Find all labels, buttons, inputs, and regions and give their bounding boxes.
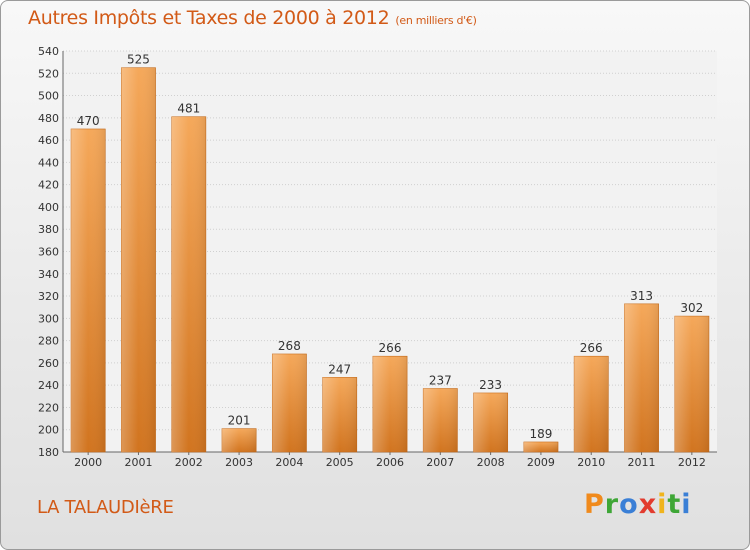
x-tick-label: 2000: [74, 456, 102, 469]
y-tick-label: 500: [38, 90, 59, 103]
data-label-2000: 470: [77, 114, 100, 128]
bar-shade-2011: [624, 303, 659, 452]
proxiti-logo: Proxiti: [584, 489, 692, 520]
location-label: LA TALAUDIèRE: [37, 497, 174, 518]
x-tick-label: 2005: [326, 456, 354, 469]
data-label-2008: 233: [479, 378, 502, 392]
logo-letter: o: [619, 489, 639, 520]
y-tick-label: 540: [38, 45, 59, 58]
y-tick-label: 460: [38, 134, 59, 147]
y-tick-label: 260: [38, 357, 59, 370]
chart-title-text: Autres Impôts et Taxes de 2000 à 2012: [28, 7, 390, 29]
x-tick-label: 2001: [124, 456, 152, 469]
chart-subtitle: (en milliers d'€): [395, 14, 477, 27]
bar-shade-2002: [171, 116, 206, 452]
x-tick-label: 2012: [678, 456, 706, 469]
y-tick-label: 400: [38, 201, 59, 214]
data-labels: 470 525 481 201 268 247 266 237 233 189 266 313 302: [77, 53, 704, 441]
bar-shade-2009: [523, 441, 559, 452]
data-label-2012: 302: [680, 301, 703, 315]
x-tick-label: 2007: [426, 456, 454, 469]
y-tick-label: 340: [38, 268, 59, 281]
axes: 180 200 220 240 260 280 300 320 340 360 380 400 420 4…: [38, 45, 717, 469]
y-tick-label: 220: [38, 401, 59, 414]
bar-shade-2001: [121, 67, 156, 452]
bar-shade-2007: [423, 388, 458, 452]
bar-shade-2010: [574, 356, 609, 452]
logo-letter: x: [638, 489, 658, 520]
logo-letter: i: [681, 489, 692, 520]
bar-shade-2004: [272, 353, 307, 452]
bar-shade-2003: [221, 428, 257, 452]
y-tick-label: 520: [38, 67, 59, 80]
data-label-2005: 247: [328, 362, 351, 376]
x-tick-label: 2006: [376, 456, 404, 469]
x-tick-label: 2002: [175, 456, 203, 469]
bar-shade-2005: [322, 377, 357, 452]
y-tick-label: 440: [38, 156, 59, 169]
bars: [70, 67, 710, 453]
y-tick-label: 200: [38, 424, 59, 437]
x-tick-label: 2009: [527, 456, 555, 469]
y-tick-label: 180: [38, 446, 59, 459]
bar-shade-2008: [473, 392, 508, 452]
x-tick-label: 2011: [628, 456, 656, 469]
data-label-2004: 268: [278, 339, 301, 353]
data-label-2001: 525: [127, 53, 150, 67]
x-tick-label: 2004: [275, 456, 303, 469]
data-label-2007: 237: [429, 374, 452, 388]
y-tick-label: 420: [38, 179, 59, 192]
y-tick-label: 380: [38, 223, 59, 236]
y-tick-label: 480: [38, 112, 59, 125]
y-tick-label: 320: [38, 290, 59, 303]
logo-letter: P: [584, 489, 605, 520]
x-tick-label: 2008: [477, 456, 505, 469]
bar-shade-2000: [71, 128, 106, 452]
bar-shade-2006: [372, 356, 408, 452]
data-label-2010: 266: [580, 341, 603, 355]
logo-letter: t: [667, 489, 682, 520]
logo-letter: i: [657, 489, 668, 520]
data-label-2011: 313: [630, 289, 653, 303]
chart-title: Autres Impôts et Taxes de 2000 à 2012 (en…: [28, 7, 477, 29]
y-tick-label: 360: [38, 246, 59, 259]
bar-shade-2012: [674, 316, 709, 452]
data-label-2003: 201: [228, 414, 251, 428]
y-tick-label: 300: [38, 312, 59, 325]
data-label-2006: 266: [379, 341, 402, 355]
data-label-2009: 189: [529, 427, 552, 441]
y-tick-label: 240: [38, 379, 59, 392]
x-tick-label: 2010: [577, 456, 605, 469]
y-tick-label: 280: [38, 335, 59, 348]
logo-letter: r: [604, 489, 620, 520]
data-label-2002: 481: [177, 102, 200, 116]
x-tick-label: 2003: [225, 456, 253, 469]
